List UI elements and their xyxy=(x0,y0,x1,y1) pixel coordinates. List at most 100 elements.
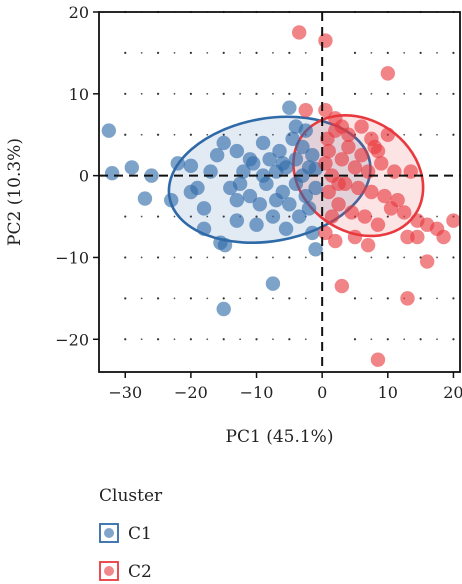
scatter-point-c1 xyxy=(282,197,297,212)
grid-dot xyxy=(156,133,160,136)
scatter-point-c1 xyxy=(242,188,258,204)
scatter-point-c1 xyxy=(272,143,287,159)
grid-dot xyxy=(173,52,176,54)
grid-dot xyxy=(206,338,209,341)
scatter-point-c1 xyxy=(229,192,245,208)
grid-dot xyxy=(419,133,422,136)
legend-item-c2: C2 xyxy=(99,561,152,582)
grid-dot xyxy=(124,51,127,55)
scatter-point-c2 xyxy=(357,209,373,224)
scatter-point-c1 xyxy=(265,209,281,224)
scatter-point-c2 xyxy=(397,205,412,220)
scatter-point-c2 xyxy=(400,229,415,245)
scatter-point-c1 xyxy=(104,165,120,181)
scatter-point-c2 xyxy=(328,233,343,249)
legend-marker-c1 xyxy=(104,528,114,538)
legend-item-c1: C1 xyxy=(99,523,152,544)
scatter-point-c2 xyxy=(419,254,435,269)
grid-dot xyxy=(386,297,389,300)
grid-dot xyxy=(239,338,242,341)
legend-key-c1 xyxy=(99,523,119,543)
scatter-point-c2 xyxy=(410,229,425,245)
grid-dot xyxy=(189,297,192,300)
grid-dot xyxy=(452,256,455,259)
grid-dot xyxy=(386,338,389,341)
grid-dot xyxy=(124,215,127,218)
scatter-point-c2 xyxy=(318,33,333,48)
grid-dot xyxy=(124,256,127,259)
scatter-point-c1 xyxy=(288,119,304,134)
scatter-point-c2 xyxy=(320,131,335,147)
grid-dot xyxy=(370,297,373,300)
grid-dot xyxy=(419,338,422,341)
grid-dot xyxy=(353,338,357,341)
scatter-point-c2 xyxy=(334,278,350,294)
grid-dot xyxy=(436,338,438,341)
grid-dot xyxy=(255,297,258,300)
scatter-point-c1 xyxy=(232,176,248,192)
grid-dot xyxy=(124,133,127,136)
scatter-point-c1 xyxy=(255,135,271,151)
scatter-point-c1 xyxy=(288,152,304,167)
plot-frame xyxy=(98,11,461,373)
grid-dot xyxy=(272,297,274,300)
scatter-point-c2 xyxy=(354,119,369,134)
grid-dot xyxy=(206,92,209,95)
y-tick-label: −10 xyxy=(55,248,89,267)
scatter-point-c1 xyxy=(285,131,300,147)
grid-dot xyxy=(353,92,357,95)
legend-marker-c2 xyxy=(104,566,114,576)
scatter-point-c2 xyxy=(360,237,376,253)
scatter-point-c2 xyxy=(334,152,350,167)
grid-dot xyxy=(386,256,389,259)
grid-dot xyxy=(353,297,357,300)
scatter-point-c1 xyxy=(216,135,231,151)
grid-dot xyxy=(255,338,258,341)
grid-dot xyxy=(140,92,143,95)
grid-dot xyxy=(272,52,274,54)
scatter-point-c2 xyxy=(380,127,395,142)
grid-dot xyxy=(304,92,307,95)
scatter-point-c2 xyxy=(377,188,392,204)
grid-dot xyxy=(403,52,406,54)
legend-label-c2: C2 xyxy=(128,562,152,582)
scatter-point-c1 xyxy=(183,184,199,200)
grid-dot xyxy=(452,92,455,95)
grid-dot xyxy=(222,133,225,136)
scatter-point-c1 xyxy=(217,237,233,253)
scatter-point-c2 xyxy=(334,119,350,134)
grid-dot xyxy=(370,92,373,95)
x-tick-label: 0 xyxy=(317,383,327,402)
scatter-point-c1 xyxy=(262,152,277,167)
scatter-point-c2 xyxy=(370,217,386,232)
scatter-point-c1 xyxy=(269,192,284,208)
grid-dot xyxy=(222,51,225,55)
grid-dot xyxy=(419,92,422,95)
x-axis-title: PC1 (45.1%) xyxy=(226,427,334,447)
reference-lines xyxy=(99,12,460,372)
grid-dot xyxy=(436,133,438,136)
grid-dot xyxy=(206,52,209,54)
grid-dot xyxy=(189,215,192,218)
grid-dot xyxy=(124,92,127,95)
grid-dot xyxy=(173,256,176,259)
scatter-point-c1 xyxy=(229,213,245,228)
scatter-point-c2 xyxy=(380,66,395,81)
scatter-point-c2 xyxy=(331,176,346,192)
grid-dot xyxy=(403,133,406,136)
scatter-point-c1 xyxy=(252,197,268,212)
grid-dot xyxy=(370,256,373,259)
y-tick-label: 20 xyxy=(69,3,89,22)
grid-dot xyxy=(173,92,176,95)
scatter-point-c1 xyxy=(305,147,320,163)
grid-dot xyxy=(189,338,192,341)
grid-dot xyxy=(189,51,192,55)
grid-dot xyxy=(436,92,438,95)
scatter-point-c2 xyxy=(383,201,399,216)
grid-dot xyxy=(403,256,406,259)
scatter-point-c2 xyxy=(298,102,313,118)
grid-dot xyxy=(386,215,389,218)
scatter-point-c1 xyxy=(164,192,179,208)
grid-dot xyxy=(156,338,160,341)
grid-dot xyxy=(436,215,438,218)
